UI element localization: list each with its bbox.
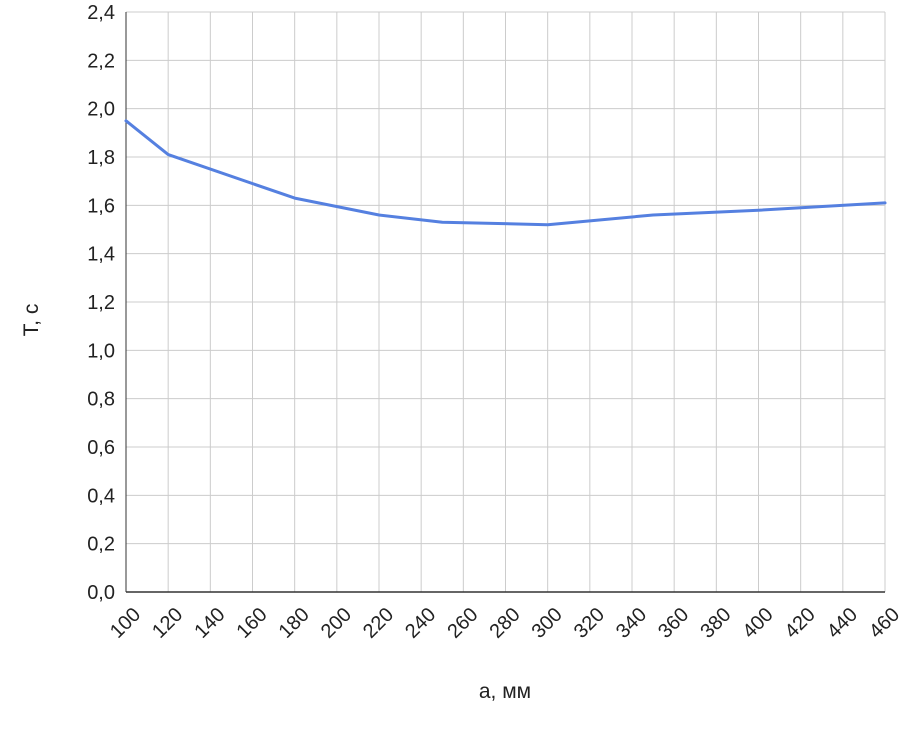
y-tick-label: 1,4: [87, 244, 115, 266]
grid-lines: [125, 11, 886, 592]
y-tick-label: 2,0: [87, 99, 115, 121]
y-axis-title: T, с: [20, 304, 43, 337]
x-axis-title: a, мм: [479, 680, 531, 703]
y-tick-label: 0,6: [87, 437, 115, 459]
y-tick-labels: 0,0 0,2 0,4 0,6 0,8 1,0 1,2 1,4 1,6 1,8 2,0 2,2 2,4: [87, 2, 115, 604]
x-tick-label: 120: [148, 604, 187, 643]
y-tick-label: 1,0: [87, 340, 115, 362]
x-tick-label: 400: [738, 604, 777, 643]
x-tick-label: 280: [485, 604, 524, 643]
x-tick-label: 220: [359, 604, 398, 643]
y-tick-label: 1,6: [87, 195, 115, 217]
x-tick-label: 440: [823, 604, 862, 643]
y-tick-label: 0,0: [87, 582, 115, 604]
y-tick-label: 0,8: [87, 389, 115, 411]
x-tick-labels: 100 120 140 160 180 200 220 240 260 280 300 320 340 3…: [106, 604, 904, 643]
x-tick-label: 180: [275, 604, 314, 643]
x-tick-label: 420: [781, 604, 820, 643]
x-tick-label: 300: [528, 604, 567, 643]
x-tick-label: 200: [317, 604, 356, 643]
x-tick-label: 240: [401, 604, 440, 643]
x-tick-label: 100: [106, 604, 145, 643]
series-layer: [124, 119, 887, 227]
y-tick-label: 2,4: [87, 2, 115, 24]
x-tick-label: 460: [865, 604, 904, 643]
x-tick-label: 140: [190, 604, 229, 643]
y-tick-label: 0,2: [87, 534, 115, 556]
y-tick-label: 1,2: [87, 292, 115, 314]
y-tick-label: 1,8: [87, 147, 115, 169]
x-tick-label: 340: [612, 604, 651, 643]
x-tick-label: 160: [232, 604, 271, 643]
x-tick-label: 360: [654, 604, 693, 643]
y-tick-label: 2,2: [87, 50, 115, 72]
x-tick-label: 260: [443, 604, 482, 643]
axes: [125, 12, 885, 593]
x-tick-label: 320: [570, 604, 609, 643]
y-tick-label: 0,4: [87, 485, 115, 507]
x-tick-label: 380: [696, 604, 735, 643]
